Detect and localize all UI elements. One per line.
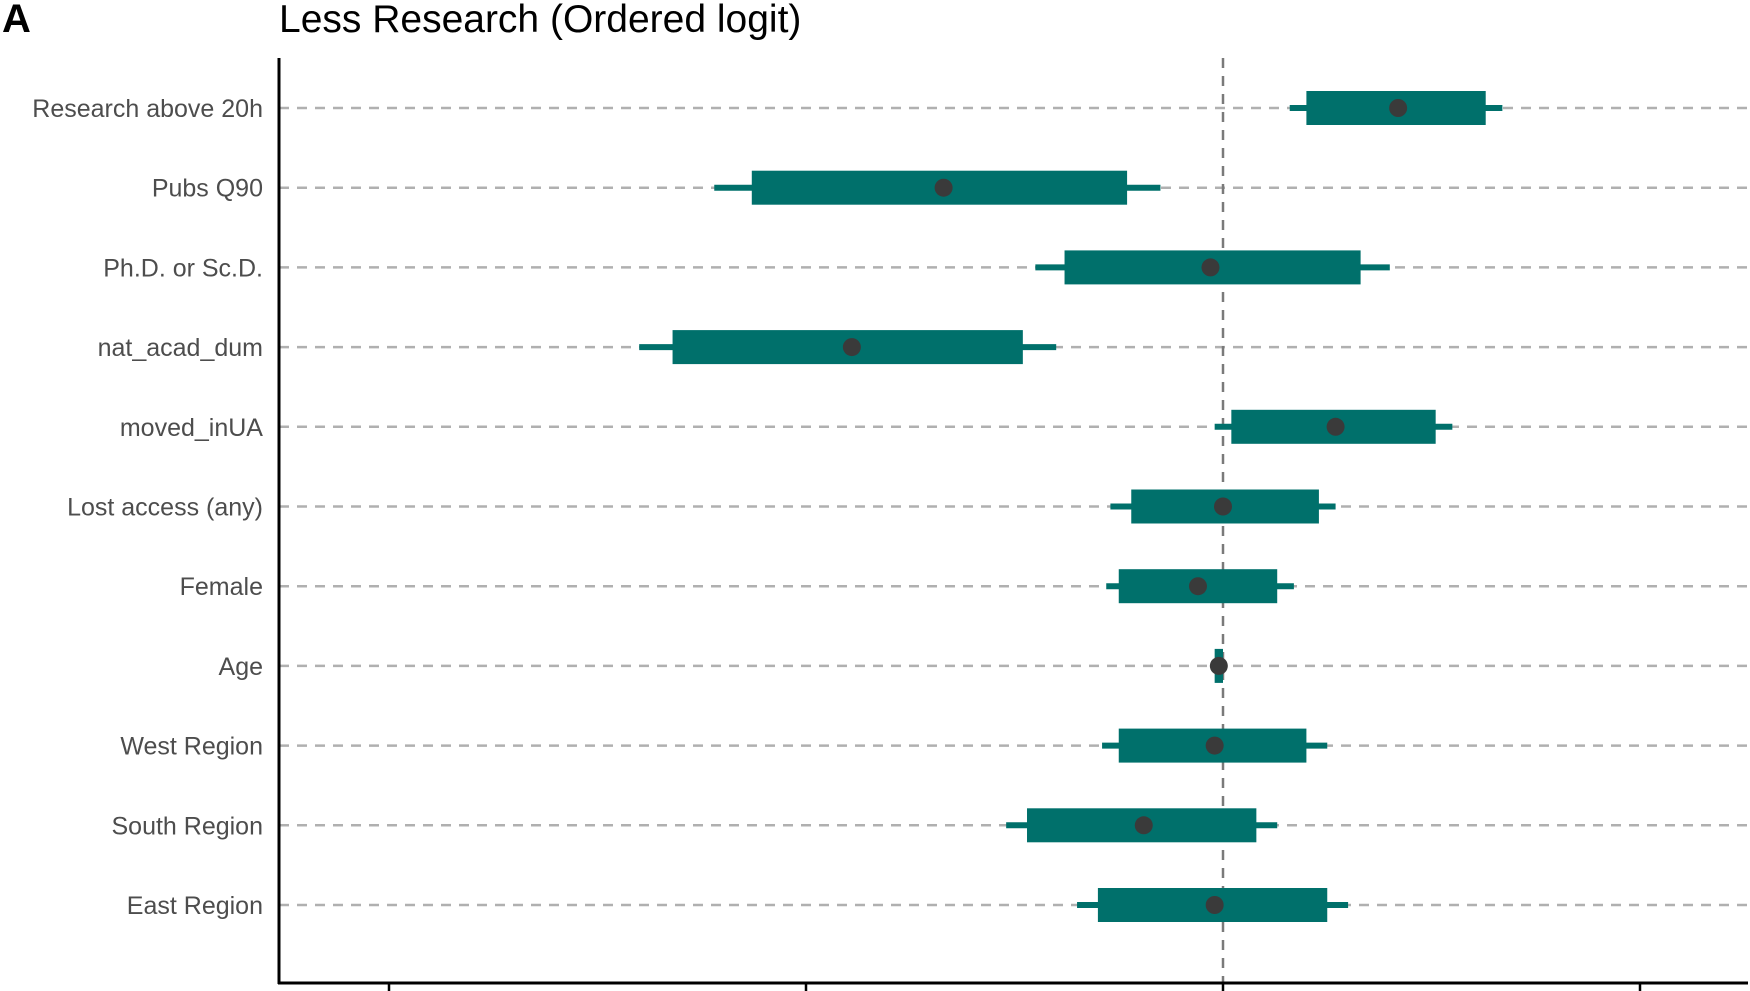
point-estimate	[1205, 896, 1224, 914]
point-estimate	[1205, 736, 1224, 755]
point-estimate	[1326, 417, 1345, 436]
point-estimate	[934, 178, 953, 197]
x-tick-label: -2	[378, 989, 400, 991]
y-tick-label: Research above 20h	[32, 95, 263, 123]
plot-area: Research above 20h Pubs Q90 Ph.D. or Sc.D.…	[32, 58, 1748, 991]
point-estimate	[842, 338, 861, 357]
x-tick-label: 1	[1633, 989, 1647, 991]
y-tick-label: Pubs Q90	[152, 175, 263, 203]
y-tick-label: Ph.D. or Sc.D.	[103, 254, 263, 282]
y-tick-label: West Region	[120, 733, 263, 761]
y-tick-label: East Region	[127, 892, 263, 920]
point-estimate	[1209, 656, 1228, 675]
x-tick-label: 0	[1216, 989, 1230, 991]
point-estimate	[1188, 577, 1207, 596]
x-tick-label: -1	[795, 989, 817, 991]
y-tick-label: nat_acad_dum	[98, 334, 263, 362]
y-tick-label: Age	[219, 653, 263, 681]
point-estimate	[1134, 816, 1153, 835]
y-tick-label: moved_inUA	[120, 414, 263, 442]
point-estimate	[1389, 99, 1408, 117]
point-estimate	[1201, 258, 1220, 277]
point-estimate	[1214, 497, 1232, 516]
chart-title: Less Research (Ordered logit)	[279, 0, 801, 41]
panel-label: A	[2, 0, 31, 41]
y-tick-label: South Region	[111, 812, 263, 840]
y-tick-label: Lost access (any)	[67, 494, 263, 522]
y-tick-label: Female	[180, 573, 263, 601]
